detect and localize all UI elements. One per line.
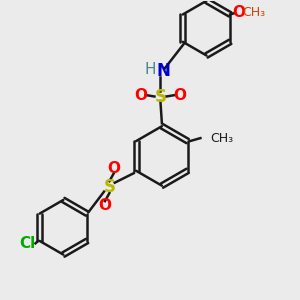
Text: O: O (135, 88, 148, 103)
Text: O: O (98, 198, 111, 213)
Text: O: O (232, 5, 245, 20)
Text: O: O (173, 88, 186, 103)
Text: N: N (156, 62, 170, 80)
Text: O: O (107, 161, 120, 176)
Text: H: H (144, 62, 156, 77)
Text: S: S (154, 88, 166, 106)
Text: Cl: Cl (19, 236, 35, 251)
Text: S: S (103, 178, 116, 196)
Text: CH₃: CH₃ (242, 7, 266, 20)
Text: CH₃: CH₃ (210, 132, 233, 145)
